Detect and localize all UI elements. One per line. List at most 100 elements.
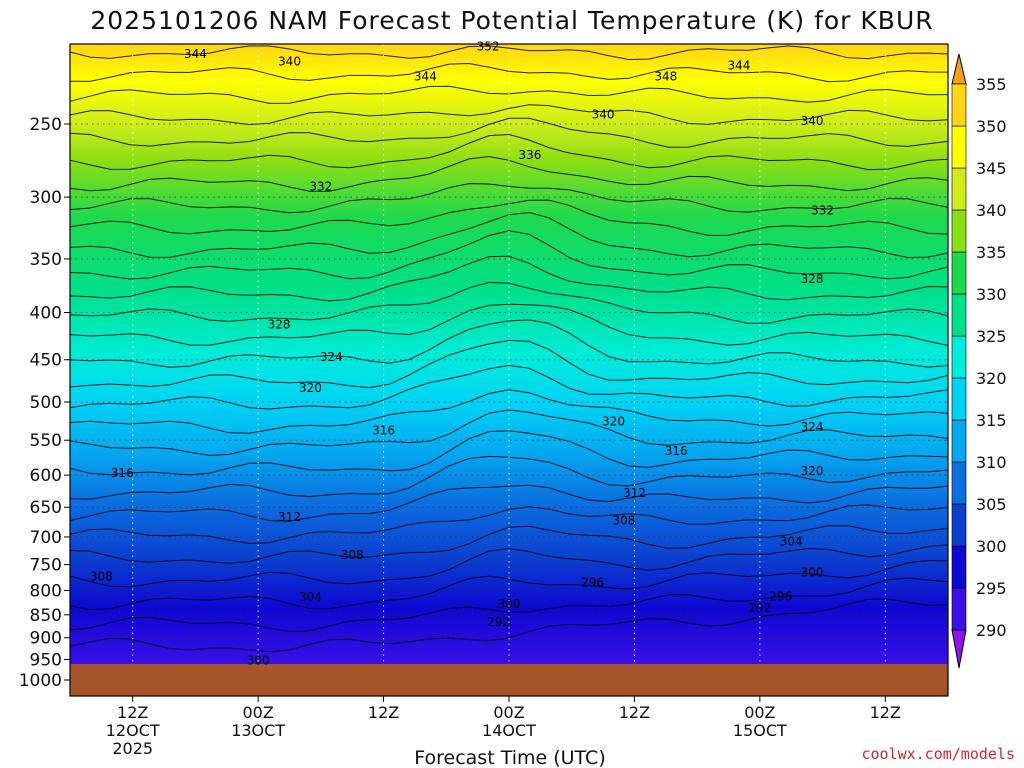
contour-label: 332 [811, 203, 834, 217]
colorbar-bottom-arrow [951, 629, 967, 669]
contour-label: 304 [299, 590, 322, 604]
contour-label: 296 [581, 575, 604, 589]
x-tick-label: 14OCT [482, 721, 536, 740]
contour-line [69, 389, 949, 434]
contour-label: 312 [278, 510, 301, 524]
contour-line [69, 230, 949, 280]
contour-line [69, 62, 949, 83]
contour-label: 340 [278, 55, 301, 69]
contour-label: 344 [727, 58, 750, 72]
colorbar-label: 325 [976, 327, 1007, 346]
contour-label: 308 [90, 570, 113, 584]
contour-line [69, 117, 949, 148]
contour-label: 328 [268, 317, 291, 331]
colorbar-label: 350 [976, 117, 1007, 136]
colorbar-segment [951, 377, 967, 421]
plot-background [70, 44, 948, 664]
colorbar-segment [951, 587, 967, 631]
x-tick-label: 00Z [493, 703, 524, 722]
contour-line [69, 409, 949, 456]
x-tick-label: 12OCT [106, 721, 160, 740]
contour-label: 328 [801, 272, 824, 286]
contour-line [69, 255, 949, 302]
colorbar-label: 340 [976, 201, 1007, 220]
y-tick-label: 1000 [19, 671, 62, 691]
contour-label: 316 [111, 466, 134, 480]
colorbar-segment [951, 503, 967, 547]
contour-line [69, 183, 949, 214]
contour-label: 292 [487, 615, 510, 629]
contour-label: 308 [613, 514, 636, 528]
grid-lines [70, 44, 948, 664]
y-tick-label: 900 [30, 629, 62, 649]
y-tick-label: 550 [30, 431, 62, 451]
contour-line [69, 544, 949, 588]
contour-label: 336 [518, 148, 541, 162]
contour-line [69, 104, 949, 126]
colorbar-top-arrow [951, 53, 967, 85]
x-tick-label: 12Z [368, 703, 399, 722]
y-tick-label: 650 [30, 498, 62, 518]
colorbar-label: 300 [976, 537, 1007, 556]
contour-label: 300 [247, 653, 270, 667]
colorbar-label: 315 [976, 411, 1007, 430]
contour-label: 320 [299, 381, 322, 395]
colorbar-segment [951, 335, 967, 379]
x-tick-label: 12Z [619, 703, 650, 722]
chart-title: 2025101206 NAM Forecast Potential Temper… [90, 6, 933, 35]
contour-line [69, 598, 949, 653]
contour-line [69, 281, 949, 324]
contour-label: 312 [623, 486, 646, 500]
y-tick-label: 800 [30, 582, 62, 602]
y-tick-label: 450 [30, 351, 62, 371]
contour-line [69, 430, 949, 476]
contour-label: 344 [414, 69, 437, 83]
x-tick-label: 00Z [242, 703, 273, 722]
contour-label: 352 [477, 39, 500, 53]
y-tick-label: 950 [30, 650, 62, 670]
colorbar: 290 295 300 305 310 315 320 325 330 335 340 345 350 3… [951, 53, 1007, 669]
contour-label: 332 [309, 179, 332, 193]
colorbar-segment [951, 461, 967, 505]
contour-label: 320 [602, 415, 625, 429]
y-tick-label: 300 [30, 188, 62, 208]
contour-label: 340 [592, 107, 615, 121]
contour-label: 324 [801, 420, 824, 434]
contour-line [69, 339, 949, 389]
contour-label: 304 [780, 535, 803, 549]
x-axis-label: Forecast Time (UTC) [414, 747, 605, 768]
contour-label: 300 [498, 597, 521, 611]
colorbar-label: 310 [976, 453, 1007, 472]
y-tick-label: 750 [30, 556, 62, 576]
colorbar-segment [951, 167, 967, 211]
x-tick-label: 2025 [112, 739, 153, 758]
x-tick-label: 12Z [117, 703, 148, 722]
contour-label: 320 [801, 464, 824, 478]
contour-label: 316 [665, 444, 688, 458]
contour-labels: 344 340 352 344 348 344 340 340 336 332 332 328 328 3… [90, 39, 834, 667]
contour-line [69, 133, 949, 171]
colorbar-label: 355 [976, 75, 1007, 94]
colorbar-label: 290 [976, 621, 1007, 640]
x-tick-label: 15OCT [733, 721, 787, 740]
colorbar-segment [951, 83, 967, 127]
x-tick-label: 00Z [744, 703, 775, 722]
contour-label: 324 [320, 350, 343, 364]
contour-label: 340 [801, 114, 824, 128]
colorbar-label: 335 [976, 243, 1007, 262]
ground-layer [70, 664, 948, 696]
y-tick-label: 850 [30, 606, 62, 626]
colorbar-label: 330 [976, 285, 1007, 304]
contour-label: 344 [184, 47, 207, 61]
colorbar-label: 295 [976, 579, 1007, 598]
contour-line [69, 484, 949, 522]
colorbar-segment [951, 293, 967, 337]
colorbar-segment [951, 209, 967, 253]
contour-label: 348 [654, 69, 677, 83]
credit-text[interactable]: coolwx.com/models [861, 745, 1015, 763]
contour-line [69, 303, 949, 346]
y-tick-label: 500 [30, 393, 62, 413]
contour-line [69, 525, 949, 564]
